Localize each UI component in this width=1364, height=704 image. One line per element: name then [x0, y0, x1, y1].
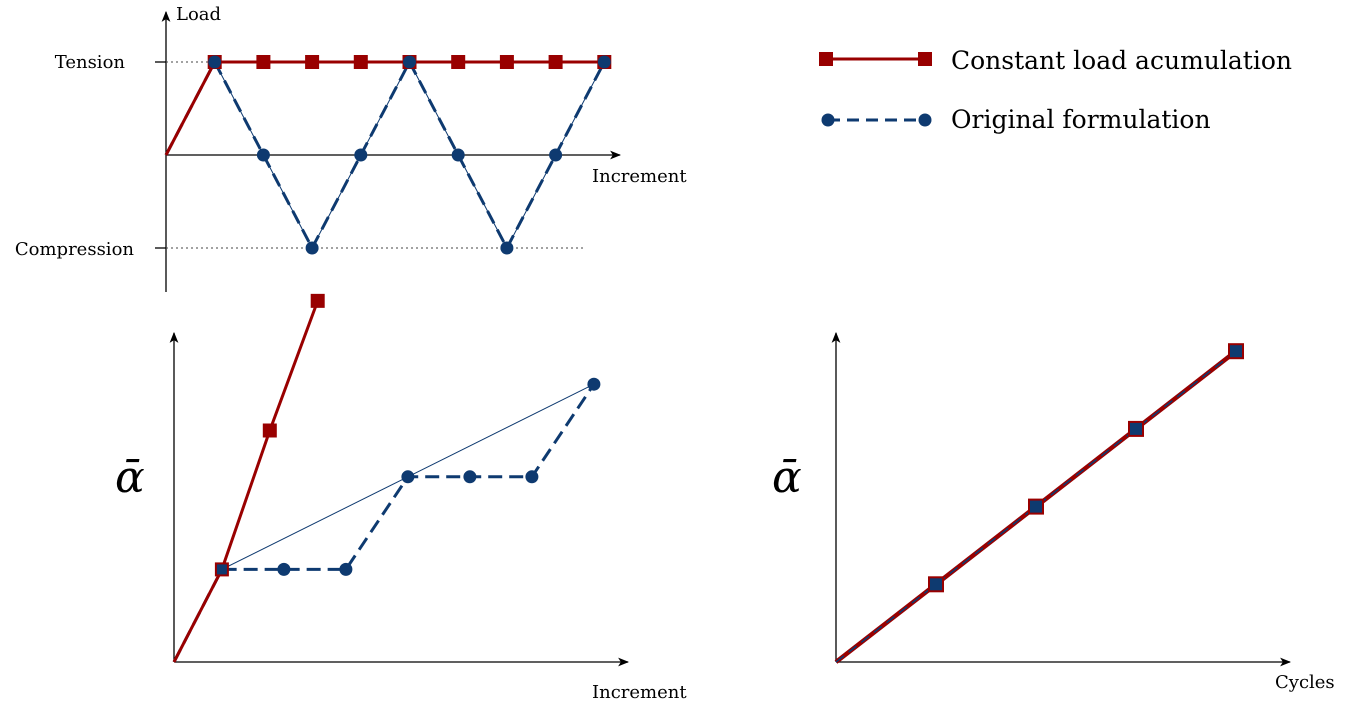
- original-marker: [216, 564, 227, 575]
- original-marker: [339, 562, 353, 576]
- original-marker: [500, 241, 514, 255]
- series-line-constant-load: [164, 60, 605, 156]
- load-series: [164, 55, 612, 255]
- original-marker: [354, 148, 368, 162]
- original-marker: [525, 470, 539, 484]
- legend-red-marker-left: [819, 52, 833, 66]
- legend-blue-marker-left: [821, 113, 835, 127]
- original-marker: [256, 148, 270, 162]
- constant-load-marker: [548, 55, 563, 69]
- alpha-increment-y-label: ᾱ: [115, 452, 145, 503]
- original-marker: [549, 148, 563, 162]
- original-marker: [451, 148, 465, 162]
- constant-load-marker: [499, 55, 514, 69]
- legend-red-marker-right: [918, 52, 932, 66]
- original-marker: [463, 470, 477, 484]
- legend-blue-label: Original formulation: [951, 105, 1211, 134]
- original-marker: [930, 578, 942, 591]
- constant-load-marker: [256, 55, 271, 69]
- load-y-label: Load: [176, 4, 221, 25]
- alpha-cycles-y-label: ᾱ: [772, 452, 802, 503]
- alpha-increment-chart: ᾱ Increment: [115, 293, 687, 703]
- compression-tick-label: Compression: [15, 239, 135, 260]
- series-line-constant-load: [172, 300, 320, 663]
- legend-red-label: Constant load acumulation: [951, 46, 1292, 75]
- series-line-original: [835, 350, 1237, 663]
- alpha-cycles-x-label: Cycles: [1275, 672, 1335, 693]
- series-line-original-core: [165, 60, 605, 250]
- constant-load-marker: [305, 55, 320, 69]
- legend-blue-marker-right: [918, 113, 932, 127]
- original-marker: [1230, 345, 1242, 358]
- constant-load-marker: [353, 55, 368, 69]
- load-x-label: Increment: [592, 166, 687, 187]
- load-chart: Load Increment Tension Compression: [15, 4, 687, 292]
- original-marker: [1030, 500, 1042, 513]
- constant-load-marker: [451, 55, 466, 69]
- constant-load-marker: [262, 423, 277, 438]
- constant-load-marker: [310, 293, 325, 308]
- original-marker: [587, 377, 601, 391]
- original-marker: [208, 55, 222, 69]
- tension-tick-label: Tension: [55, 52, 126, 73]
- alpha-increment-x-label: Increment: [592, 682, 687, 703]
- series-line-original: [172, 383, 596, 663]
- original-marker: [277, 562, 291, 576]
- legend: Constant load acumulation Original formu…: [819, 46, 1292, 134]
- original-marker: [305, 241, 319, 255]
- original-marker: [403, 55, 416, 69]
- original-marker: [597, 55, 611, 69]
- original-marker: [401, 470, 415, 484]
- alpha-cycles-chart: ᾱ Cycles: [772, 331, 1335, 693]
- alpha-increment-series: [172, 293, 601, 663]
- alpha-cycles-series: [834, 343, 1244, 664]
- original-marker: [1130, 422, 1142, 435]
